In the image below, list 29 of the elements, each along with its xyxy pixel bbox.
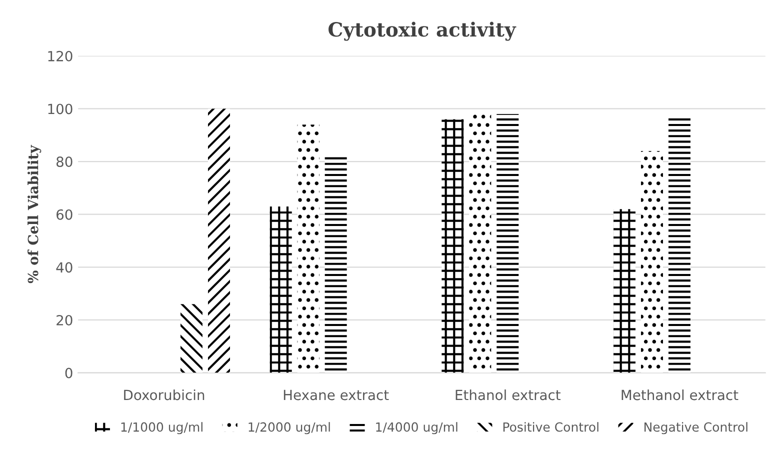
legend-label: Positive Control — [503, 422, 598, 432]
chart-title: Cytotoxic activity — [328, 22, 516, 41]
x-tick-label: Doxorubicin — [124, 389, 204, 400]
y-tick-label: 100 — [48, 104, 72, 114]
bar — [270, 206, 292, 373]
legend-label: 1/2000 ug/ml — [248, 422, 330, 434]
y-tick-label: 40 — [56, 262, 72, 273]
bar — [208, 108, 230, 373]
x-tick-label: Ethanol extract — [456, 389, 561, 400]
bar — [668, 116, 690, 373]
y-tick-label: 20 — [56, 314, 72, 326]
y-tick-label: 80 — [56, 156, 72, 168]
y-tick-label: 0 — [65, 368, 72, 378]
y-axis-title: % of Cell Viability — [28, 144, 42, 284]
bar — [640, 150, 663, 373]
legend-label: Negative Control — [644, 422, 748, 434]
bar — [297, 124, 320, 373]
bar — [324, 156, 347, 373]
bar — [442, 119, 464, 373]
y-tick-label: 120 — [48, 50, 72, 62]
bar — [180, 304, 202, 373]
x-tick-label: Methanol extract — [622, 389, 738, 400]
y-tick-label: 60 — [56, 209, 72, 220]
bar — [496, 114, 519, 373]
bar — [469, 114, 492, 373]
legend-label: 1/1000 ug/ml — [121, 422, 202, 434]
x-tick-label: Hexane extract — [284, 390, 389, 400]
bar — [613, 209, 636, 373]
legend-label: 1/4000 ug/ml — [376, 422, 458, 434]
